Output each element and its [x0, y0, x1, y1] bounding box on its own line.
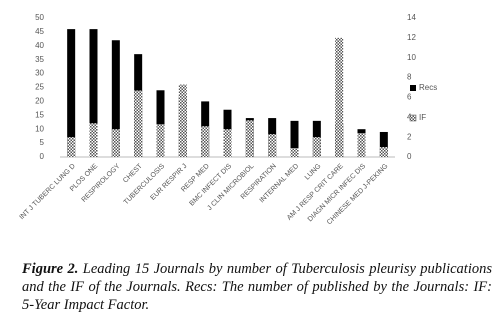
bar	[67, 29, 76, 157]
bar	[290, 120, 299, 157]
y-tick-label: 35	[35, 55, 44, 64]
bar	[134, 90, 143, 157]
bar	[89, 123, 98, 157]
chart: 0 5 10 15 20 25 30 35 40 45 50 0 2 4 6 8 10 12 14 INT J TUB…	[18, 13, 437, 226]
bar	[111, 129, 120, 157]
bar	[201, 126, 210, 157]
bar	[156, 124, 165, 157]
legend-swatch	[409, 114, 417, 122]
caption: Figure 2. Leading 15 Journals by number …	[22, 260, 492, 314]
y-tick-label: 50	[35, 13, 44, 22]
y2-tick-label: 14	[407, 13, 416, 22]
legend-label: Recs	[419, 83, 437, 92]
x-tick-label: INTERNAL MED	[259, 163, 301, 205]
y2-tick-label: 2	[407, 132, 412, 141]
x-tick-label: CHEST	[122, 162, 144, 184]
bar	[156, 90, 165, 157]
caption-text: Leading 15 Journals by number of Tubercu…	[22, 261, 493, 313]
bar	[178, 84, 187, 157]
bar	[268, 134, 277, 157]
y-tick-label: 20	[35, 97, 44, 106]
y-tick-label: 5	[40, 138, 45, 147]
y-tick-label: 40	[35, 41, 44, 50]
x-tick-label: TUBERCULOSIS	[123, 163, 167, 207]
y-tick-label: 0	[40, 152, 45, 161]
legend-swatch	[410, 85, 416, 91]
bar	[223, 129, 232, 157]
x-tick-label: LUNG	[304, 163, 323, 182]
y-tick-label: 45	[35, 27, 44, 36]
bar	[290, 148, 299, 157]
x-tick-label: INT J TUBERC LUNG D	[18, 163, 76, 221]
y2-tick-label: 6	[407, 93, 412, 102]
bar	[335, 37, 344, 157]
bar	[312, 137, 321, 157]
bar	[245, 120, 254, 157]
x-tick-label: RESPIROLOGY	[81, 163, 122, 204]
bar	[89, 29, 98, 157]
legend-label: IF	[419, 113, 426, 122]
x-tick-label: BMC INFECT DIS	[188, 163, 233, 208]
y2-tick-label: 10	[407, 53, 416, 62]
y-tick-label: 30	[35, 69, 44, 78]
bar	[379, 147, 388, 157]
bar	[357, 133, 366, 157]
y-tick-label: 15	[35, 110, 44, 119]
y-tick-label: 10	[35, 124, 44, 133]
bar	[67, 137, 76, 157]
y2-tick-label: 0	[407, 152, 412, 161]
y2-tick-label: 4	[407, 112, 412, 121]
bar	[379, 131, 388, 157]
y2-tick-label: 12	[407, 33, 416, 42]
bar	[111, 40, 120, 157]
caption-label: Figure 2.	[22, 261, 79, 277]
y-tick-label: 25	[35, 83, 44, 92]
y2-tick-label: 8	[407, 73, 412, 82]
